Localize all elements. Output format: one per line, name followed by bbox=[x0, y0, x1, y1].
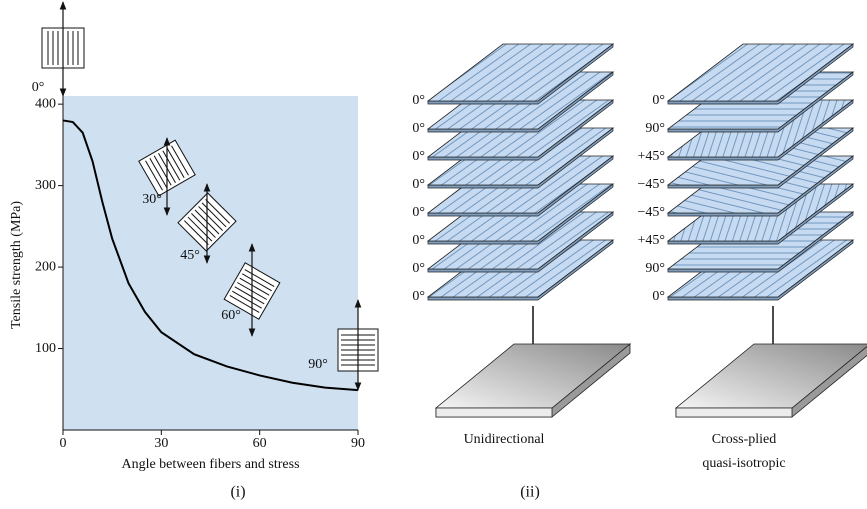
laminate-front bbox=[435, 407, 553, 418]
y-tick-label: 100 bbox=[35, 341, 56, 356]
ply-label: 0° bbox=[412, 233, 425, 248]
y-axis-label: Tensile strength (MPa) bbox=[9, 201, 24, 329]
ply-label: 0° bbox=[412, 261, 425, 276]
laminate-label: Unidirectional bbox=[464, 432, 545, 447]
ply-label: 0° bbox=[412, 205, 425, 220]
laminate-label: quasi-isotropic bbox=[702, 456, 785, 471]
x-tick-label: 60 bbox=[253, 436, 267, 451]
caption: (i) bbox=[230, 484, 245, 501]
angle-label: 30° bbox=[142, 192, 162, 207]
x-axis-label: Angle between fibers and stress bbox=[121, 457, 299, 472]
x-tick-label: 90 bbox=[351, 436, 365, 451]
angle-label: 0° bbox=[32, 80, 45, 95]
ply bbox=[666, 43, 855, 102]
x-tick-label: 0 bbox=[60, 436, 67, 451]
fiber bbox=[232, 290, 262, 309]
fiber bbox=[242, 273, 272, 292]
ply-label: 0° bbox=[412, 93, 425, 108]
fiber bbox=[191, 213, 216, 238]
y-tick-label: 400 bbox=[35, 96, 56, 111]
ply-label: +45° bbox=[638, 149, 666, 164]
y-tick-label: 300 bbox=[35, 178, 56, 193]
angle-label: 45° bbox=[180, 248, 200, 263]
y-tick-label: 200 bbox=[35, 259, 56, 274]
ply-label: +45° bbox=[638, 233, 666, 248]
angle-label: 90° bbox=[308, 357, 328, 372]
laminate-front bbox=[675, 407, 793, 418]
ply-label: −45° bbox=[638, 177, 666, 192]
fiber bbox=[171, 145, 189, 176]
strength-curve bbox=[62, 119, 359, 392]
ply-label: 0° bbox=[652, 93, 665, 108]
ply-label: 90° bbox=[645, 261, 665, 276]
ply bbox=[426, 43, 615, 102]
ply-label: 90° bbox=[645, 121, 665, 136]
ply-label: 0° bbox=[652, 289, 665, 304]
caption: (ii) bbox=[520, 484, 540, 501]
plot-background bbox=[63, 96, 358, 430]
fiber bbox=[145, 160, 163, 191]
ply-label: 0° bbox=[412, 177, 425, 192]
fiber bbox=[198, 206, 223, 231]
x-tick-label: 30 bbox=[154, 436, 168, 451]
ply-label: 0° bbox=[412, 149, 425, 164]
ply-label: 0° bbox=[412, 289, 425, 304]
ply-label: −45° bbox=[638, 205, 666, 220]
angle-label: 60° bbox=[221, 308, 241, 323]
laminate-label: Cross-plied bbox=[712, 432, 777, 447]
ply-label: 0° bbox=[412, 121, 425, 136]
